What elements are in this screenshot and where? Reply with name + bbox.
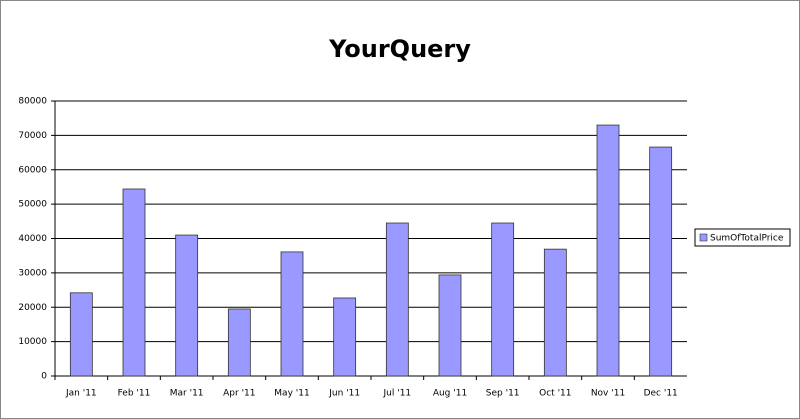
bar [280, 251, 304, 377]
y-tick-label: 80000 [18, 97, 47, 107]
bar [649, 146, 673, 377]
x-tick-label: May '11 [274, 389, 309, 399]
x-tick-label: Sep '11 [486, 389, 520, 399]
x-tick-label: Oct '11 [539, 389, 571, 399]
x-tick-label: Mar '11 [170, 389, 204, 399]
x-tick-label: Feb '11 [118, 389, 151, 399]
y-tick-label: 70000 [18, 131, 47, 141]
bar [227, 308, 251, 377]
y-tick-label: 60000 [18, 165, 47, 175]
x-tick-label: Aug '11 [433, 389, 467, 399]
bar [491, 222, 515, 377]
bar [69, 292, 93, 377]
bar [438, 274, 462, 377]
chart-title: YourQuery [328, 35, 471, 63]
x-tick-label: Nov '11 [591, 389, 625, 399]
y-tick-label: 40000 [18, 234, 47, 244]
bar [596, 124, 620, 377]
y-tick-label: 50000 [18, 200, 47, 210]
legend-box [694, 228, 791, 247]
bar [333, 297, 357, 377]
legend-label: SumOfTotalPrice [710, 234, 784, 244]
y-tick-label: 10000 [18, 337, 47, 347]
y-tick-label: 30000 [18, 268, 47, 278]
bar [385, 222, 409, 377]
y-tick-label: 0 [41, 372, 47, 382]
legend-swatch [699, 233, 708, 242]
bar [175, 234, 199, 377]
x-tick-label: Jun '11 [328, 389, 360, 399]
bar [543, 248, 567, 377]
x-tick-label: Jul '11 [383, 389, 412, 399]
x-tick-label: Apr '11 [223, 389, 255, 399]
y-tick-label: 20000 [18, 303, 47, 313]
x-tick-label: Jan '11 [65, 389, 97, 399]
bar [122, 188, 146, 377]
x-tick-label: Dec '11 [644, 389, 678, 399]
